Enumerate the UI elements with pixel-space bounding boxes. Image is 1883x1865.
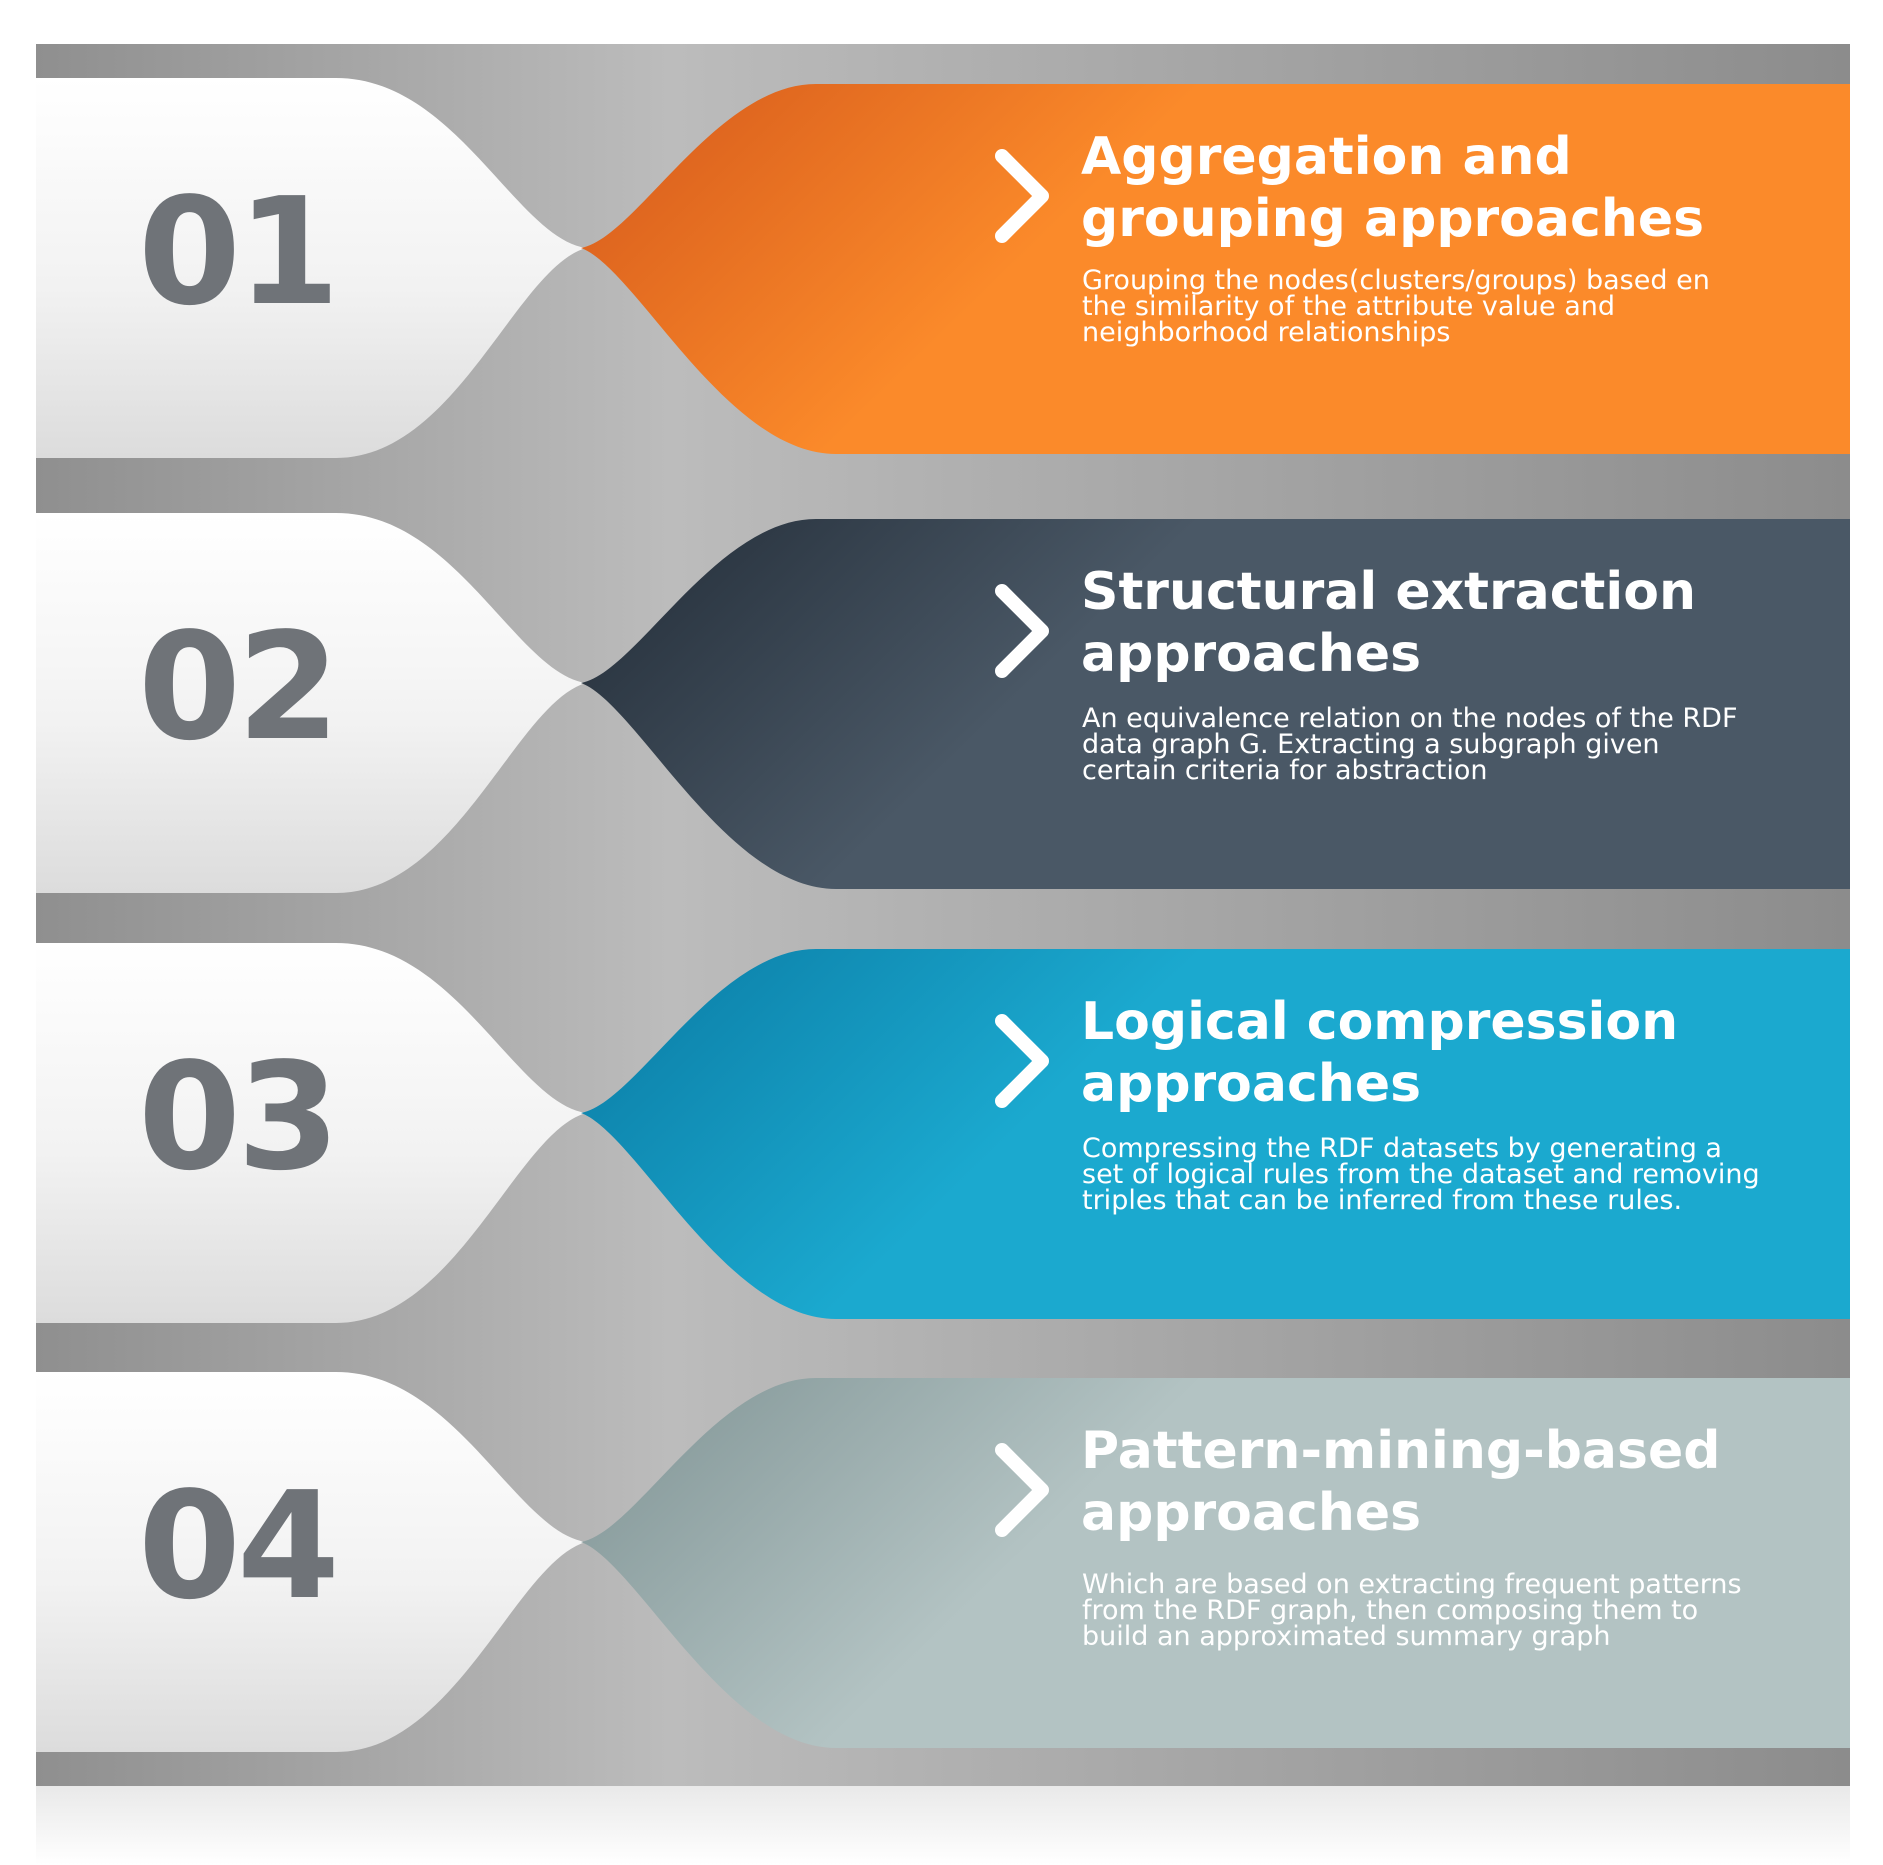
chevron-right-icon [995, 1014, 1049, 1108]
ribbon-shape [36, 943, 1850, 1323]
step-description: Grouping the nodes(clusters/groups) base… [1082, 265, 1710, 348]
step-title-line-2: approaches [1081, 1054, 1422, 1114]
chevron-right-icon [995, 1443, 1049, 1537]
step-item-03: 03 Logical compression approaches Compre… [36, 943, 1850, 1323]
step-title-line-1: Aggregation and [1081, 127, 1572, 187]
ribbon-shape [36, 513, 1850, 893]
step-title: Structural extraction approaches [1081, 561, 1801, 685]
step-title-line-1: Logical compression [1081, 992, 1679, 1052]
step-description: Which are based on extracting frequent p… [1082, 1569, 1742, 1652]
step-title: Pattern-mining-based approaches [1081, 1420, 1801, 1544]
step-item-01: 01 Aggregation and grouping approaches G… [36, 78, 1850, 458]
step-number: 04 [138, 1460, 340, 1632]
step-title-line-2: approaches [1081, 624, 1422, 684]
step-number: 03 [138, 1031, 340, 1203]
step-item-02: 02 Structural extraction approaches An e… [36, 513, 1850, 893]
board-reflection [36, 1786, 1850, 1865]
step-description: An equivalence relation on the nodes of … [1082, 703, 1738, 786]
step-title-line-2: approaches [1081, 1483, 1422, 1543]
step-item-04: 04 Pattern-mining-based approaches Which… [36, 1372, 1850, 1752]
ribbon-shape [36, 78, 1850, 458]
step-title-line-2: grouping approaches [1081, 189, 1705, 249]
step-title-line-1: Structural extraction [1081, 562, 1696, 622]
step-title: Logical compression approaches [1081, 991, 1801, 1115]
chevron-right-icon [995, 584, 1049, 678]
chevron-right-icon [995, 149, 1049, 243]
ribbon-shape [36, 1372, 1850, 1752]
step-title-line-1: Pattern-mining-based [1081, 1421, 1721, 1481]
step-number: 01 [138, 166, 340, 338]
step-number: 02 [138, 601, 340, 773]
step-description: Compressing the RDF datasets by generati… [1082, 1133, 1760, 1216]
step-title: Aggregation and grouping approaches [1081, 126, 1801, 250]
